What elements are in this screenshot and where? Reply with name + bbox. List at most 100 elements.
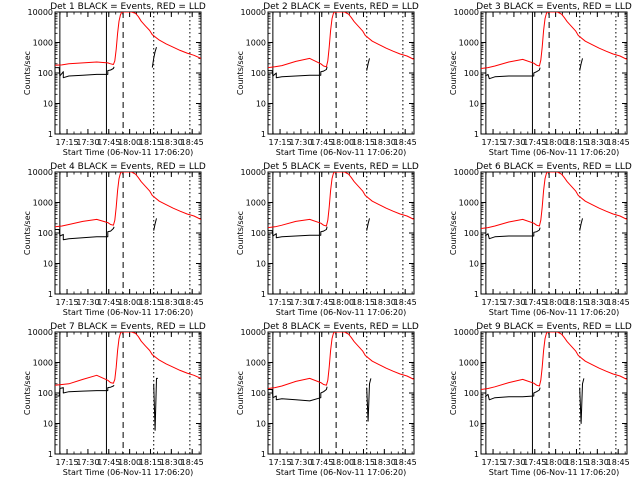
y-tick-label: 10000 — [28, 328, 53, 337]
y-tick-label: 1000 — [33, 39, 53, 48]
x-axis-label: Start Time (06-Nov-11 17:06:20) — [63, 468, 193, 477]
x-axis-label: Start Time (06-Nov-11 17:06:20) — [276, 148, 406, 157]
series-group — [268, 12, 414, 79]
series-group — [55, 332, 201, 431]
series-line-events — [151, 47, 157, 68]
x-tick-label: 18:30 — [586, 298, 609, 307]
x-tick-label: 18:15 — [139, 138, 162, 147]
y-tick-label: 1000 — [33, 359, 53, 368]
x-axis-label: Start Time (06-Nov-11 17:06:20) — [489, 148, 619, 157]
series-line-events — [579, 58, 583, 71]
y-tick-label: 1 — [261, 130, 266, 139]
x-tick-label: 17:30 — [289, 298, 312, 307]
panel-title: Det 9 BLACK = Events, RED = LLD — [476, 322, 632, 332]
series-line-events — [579, 378, 585, 424]
x-tick-label: 18:00 — [118, 138, 141, 147]
x-axis-label: Start Time (06-Nov-11 17:06:20) — [276, 308, 406, 317]
series-line-events — [484, 227, 541, 240]
x-tick-label: 17:45 — [310, 138, 333, 147]
x-tick-label: 17:15 — [482, 458, 505, 467]
panel-title: Det 3 BLACK = Events, RED = LLD — [476, 2, 632, 12]
y-axis-label: Counts/sec — [23, 51, 32, 95]
series-line-lld — [55, 12, 201, 66]
y-tick-label: 10 — [43, 260, 53, 269]
x-tick-label: 18:30 — [160, 458, 183, 467]
y-axis-label: Counts/sec — [236, 371, 245, 415]
series-line-events — [579, 218, 583, 231]
x-tick-label: 17:30 — [289, 138, 312, 147]
panel-det-9: Det 9 BLACK = Events, RED = LLD 1 10 100 100… — [449, 322, 632, 477]
panel-title: Det 6 BLACK = Events, RED = LLD — [476, 162, 632, 172]
x-tick-label: 18:00 — [544, 298, 567, 307]
x-tick-label: 17:45 — [310, 298, 333, 307]
x-tick-label: 18:00 — [331, 458, 354, 467]
series-line-events — [484, 387, 541, 401]
plot-frame — [54, 331, 202, 455]
series-group — [481, 12, 627, 80]
x-tick-label: 17:30 — [76, 458, 99, 467]
panel-det-5: Det 5 BLACK = Events, RED = LLD 1 10 100 100… — [236, 162, 419, 317]
x-axis-label: Start Time (06-Nov-11 17:06:20) — [63, 308, 193, 317]
x-tick-label: 17:45 — [97, 138, 120, 147]
panel-title: Det 1 BLACK = Events, RED = LLD — [50, 2, 206, 12]
y-tick-label: 100 — [464, 389, 479, 398]
x-tick-label: 18:00 — [544, 138, 567, 147]
y-tick-label: 10000 — [241, 8, 266, 17]
y-tick-label: 10 — [469, 100, 479, 109]
x-tick-label: 18:45 — [607, 138, 630, 147]
panel-title: Det 7 BLACK = Events, RED = LLD — [50, 322, 206, 332]
y-tick-label: 1 — [48, 290, 53, 299]
x-tick-label: 18:30 — [373, 458, 396, 467]
x-tick-label: 17:30 — [502, 138, 525, 147]
y-axis-label: Counts/sec — [236, 51, 245, 95]
y-tick-label: 1000 — [246, 199, 266, 208]
y-tick-label: 1000 — [459, 39, 479, 48]
y-tick-label: 1000 — [33, 199, 53, 208]
y-tick-label: 1000 — [459, 359, 479, 368]
x-tick-label: 17:45 — [523, 458, 546, 467]
x-tick-label: 18:00 — [118, 458, 141, 467]
panel-title: Det 2 BLACK = Events, RED = LLD — [263, 2, 419, 12]
y-axis-label: Counts/sec — [449, 371, 458, 415]
x-tick-label: 18:30 — [160, 298, 183, 307]
y-tick-label: 10 — [43, 100, 53, 109]
panel-det-8: Det 8 BLACK = Events, RED = LLD 1 10 100 100… — [236, 322, 419, 477]
plot-frame — [267, 11, 415, 135]
panel-title: Det 8 BLACK = Events, RED = LLD — [263, 322, 419, 332]
x-tick-label: 17:30 — [502, 458, 525, 467]
x-tick-label: 18:45 — [394, 138, 417, 147]
series-line-events — [153, 218, 157, 231]
x-tick-label: 17:30 — [502, 298, 525, 307]
y-tick-label: 10000 — [28, 8, 53, 17]
x-tick-label: 18:45 — [181, 138, 204, 147]
x-tick-label: 17:15 — [56, 298, 79, 307]
y-tick-label: 100 — [251, 229, 266, 238]
series-line-lld — [481, 332, 627, 390]
x-tick-label: 18:30 — [586, 458, 609, 467]
x-tick-label: 18:45 — [394, 298, 417, 307]
y-tick-label: 10 — [469, 420, 479, 429]
series-group — [481, 332, 627, 424]
x-tick-label: 18:15 — [139, 458, 162, 467]
plot-frame — [480, 11, 628, 135]
y-tick-label: 100 — [38, 389, 53, 398]
x-tick-label: 18:00 — [331, 298, 354, 307]
x-tick-label: 17:45 — [97, 298, 120, 307]
series-group — [268, 332, 414, 422]
y-tick-label: 10 — [469, 260, 479, 269]
x-tick-label: 18:15 — [352, 298, 375, 307]
series-line-events — [366, 218, 370, 231]
series-line-events — [55, 226, 115, 241]
plot-frame — [480, 171, 628, 295]
x-tick-label: 18:00 — [118, 298, 141, 307]
x-tick-label: 17:45 — [523, 298, 546, 307]
panel-det-4: Det 4 BLACK = Events, RED = LLD 1 10 100 100… — [23, 162, 206, 317]
x-tick-label: 18:45 — [394, 458, 417, 467]
x-tick-label: 17:15 — [56, 458, 79, 467]
panel-det-1: Det 1 BLACK = Events, RED = LLD 1 10 100 100… — [23, 2, 206, 157]
panel-title: Det 5 BLACK = Events, RED = LLD — [263, 162, 419, 172]
series-line-events — [268, 226, 328, 239]
series-line-events — [55, 384, 115, 397]
y-tick-label: 100 — [38, 229, 53, 238]
